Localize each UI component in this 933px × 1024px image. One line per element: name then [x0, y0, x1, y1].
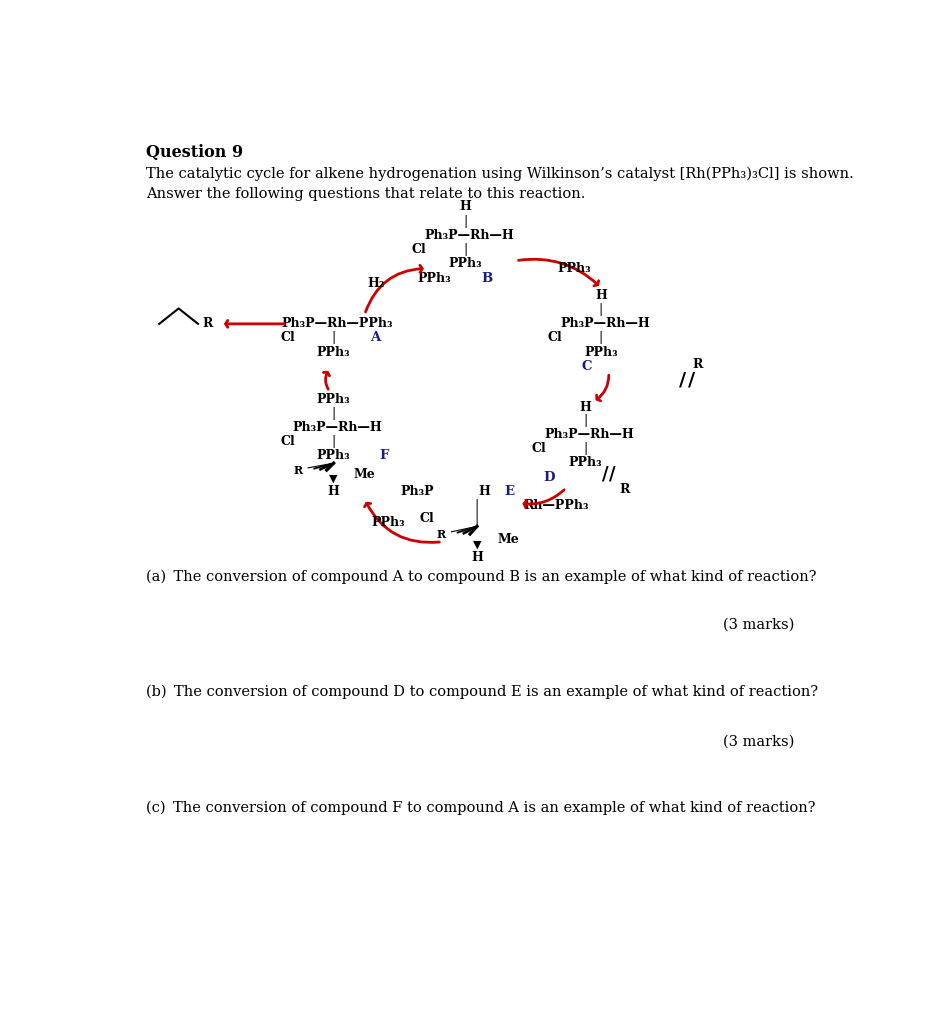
Text: PPh₃: PPh₃ — [317, 449, 351, 462]
Text: |: | — [464, 243, 467, 256]
Text: Cl: Cl — [280, 331, 295, 344]
Text: H₂: H₂ — [368, 278, 385, 291]
Text: Ph₃P—Rh—H: Ph₃P—Rh—H — [560, 317, 649, 331]
Text: E: E — [504, 485, 514, 499]
Text: R: R — [620, 483, 630, 496]
Text: Cl: Cl — [280, 435, 295, 449]
Text: |: | — [331, 435, 336, 449]
Text: H: H — [479, 485, 491, 499]
Text: Cl: Cl — [420, 512, 435, 525]
Text: C: C — [581, 360, 592, 374]
Text: ▼: ▼ — [473, 539, 481, 550]
Text: H: H — [579, 400, 592, 414]
Text: R: R — [437, 528, 446, 540]
Text: (c) The conversion of compound F to compound A is an example of what kind of rea: (c) The conversion of compound F to comp… — [146, 800, 815, 815]
Text: Me: Me — [497, 532, 519, 546]
Text: |: | — [331, 331, 336, 344]
Text: H: H — [459, 201, 471, 213]
Text: A: A — [370, 331, 381, 344]
Text: |: | — [475, 512, 480, 525]
Text: PPh₃: PPh₃ — [317, 393, 351, 406]
Text: PPh₃: PPh₃ — [449, 257, 482, 270]
Text: /: / — [679, 371, 686, 389]
Text: Cl: Cl — [548, 331, 563, 344]
Text: PPh₃: PPh₃ — [557, 262, 591, 274]
Text: |: | — [331, 408, 336, 421]
Text: Question 9: Question 9 — [146, 144, 244, 162]
Text: (b) The conversion of compound D to compound E is an example of what kind of rea: (b) The conversion of compound D to comp… — [146, 685, 818, 699]
Text: (3 marks): (3 marks) — [723, 735, 795, 749]
Text: F: F — [380, 449, 389, 462]
Text: The catalytic cycle for alkene hydrogenation using Wilkinson’s catalyst [Rh(PPh₃: The catalytic cycle for alkene hydrogena… — [146, 167, 854, 181]
Text: (a) The conversion of compound A to compound B is an example of what kind of rea: (a) The conversion of compound A to comp… — [146, 569, 816, 584]
Text: H: H — [471, 552, 483, 564]
Text: Rh—PPh₃: Rh—PPh₃ — [523, 499, 589, 512]
Text: Ph₃P—Rh—H: Ph₃P—Rh—H — [425, 228, 514, 242]
Text: D: D — [543, 471, 554, 483]
Text: /: / — [609, 466, 616, 483]
Text: H: H — [327, 485, 340, 499]
Text: ▼: ▼ — [329, 473, 338, 484]
Text: /: / — [602, 466, 608, 483]
Text: PPh₃: PPh₃ — [371, 516, 405, 529]
Text: Cl: Cl — [411, 243, 426, 256]
Text: PPh₃: PPh₃ — [584, 346, 618, 358]
Text: PPh₃: PPh₃ — [418, 272, 452, 285]
Text: R: R — [202, 317, 214, 331]
Text: H: H — [595, 289, 607, 302]
Text: Ph₃P: Ph₃P — [401, 485, 435, 499]
Text: Ph₃P—Rh—H: Ph₃P—Rh—H — [293, 421, 383, 434]
Text: Ph₃P—Rh—H: Ph₃P—Rh—H — [545, 428, 634, 441]
Text: (3 marks): (3 marks) — [723, 617, 795, 632]
Text: Ph₃P—Rh—PPh₃: Ph₃P—Rh—PPh₃ — [282, 317, 393, 331]
Text: Cl: Cl — [532, 442, 547, 455]
Text: R: R — [294, 465, 302, 476]
Text: |: | — [599, 303, 603, 316]
Text: |: | — [583, 415, 588, 427]
Text: |: | — [464, 215, 467, 228]
Text: Answer the following questions that relate to this reaction.: Answer the following questions that rela… — [146, 186, 585, 201]
Text: /: / — [689, 371, 695, 389]
Text: |: | — [599, 331, 603, 344]
Text: B: B — [480, 272, 492, 285]
Text: R: R — [692, 358, 703, 371]
Text: PPh₃: PPh₃ — [317, 346, 351, 358]
Text: Me: Me — [354, 468, 375, 480]
Text: PPh₃: PPh₃ — [569, 456, 603, 469]
Text: |: | — [475, 499, 480, 512]
Text: |: | — [583, 442, 588, 455]
